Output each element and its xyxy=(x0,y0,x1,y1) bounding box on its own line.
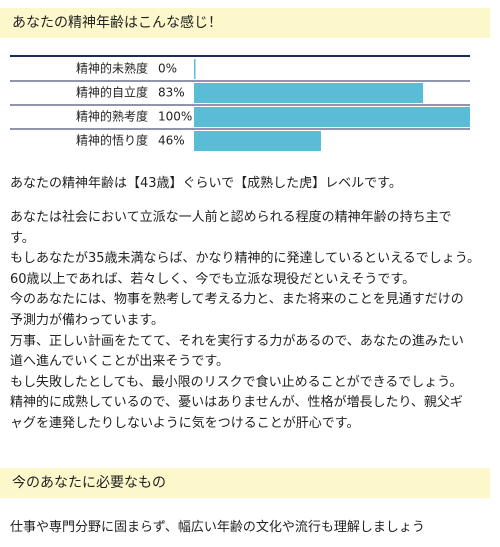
bar xyxy=(194,59,196,79)
section-title: 今のあなたに必要なもの xyxy=(0,468,490,498)
value-label: 100% xyxy=(158,110,192,124)
category-label: 精神的未熟度 xyxy=(76,61,148,76)
description: あなたは社会において立派な一人前と認められる程度の精神年齢の持ち主で す。もしあな… xyxy=(10,208,480,435)
chart: 精神的未熟度 0% 精神的自立度 83% 精神的熟考度 100% 精神的悟り度 46% xyxy=(10,55,470,151)
description-line: ャグを連発したりしないように気をつけることが肝心です。 xyxy=(10,415,360,431)
category-label: 精神的自立度 xyxy=(76,85,148,100)
description-line: 精神的に成熟しているので、憂いはありませんが、性格が増長したり、親父ギ xyxy=(10,395,463,411)
description-line: 今のあなたには、物事を熟考して考える力と、また将来のことを見通すだけの xyxy=(10,292,464,308)
description-line: もしあなたが35歳未満ならば、かなり精神的に発達しているといえるでしょう。 xyxy=(10,251,480,267)
description-line: 道へ進んでいくことが出来そうです。 xyxy=(10,354,230,370)
bar xyxy=(194,131,321,151)
value-label: 46% xyxy=(158,134,185,148)
description-line: 万事、正しい計画をたてて、それを実行する力があるので、あなたの進みたい xyxy=(10,333,464,349)
description-line: 予測力が備わっています。 xyxy=(10,312,165,328)
value-label: 0% xyxy=(158,62,177,76)
bar xyxy=(194,83,424,103)
value-label: 83% xyxy=(158,86,185,100)
section-text: 仕事や専門分野に固まらず、幅広い年齢の文化や流行も理解しましょう xyxy=(10,520,425,535)
description-line: もし失敗したとしても、最小限のリスクで食い止めることができるでしょう。 xyxy=(10,374,463,390)
category-label: 精神的悟り度 xyxy=(76,133,148,148)
description-line: す。 xyxy=(10,230,35,246)
header-title: あなたの精神年齢はこんな感じ！ xyxy=(0,8,490,38)
bar xyxy=(194,107,470,127)
category-label: 精神的熟考度 xyxy=(76,109,148,124)
result-text: あなたの精神年齢は【43歳】ぐらいで【成熟した虎】レベルです。 xyxy=(10,176,402,191)
description-line: 60歳以上であれば、若々しく、今でも立派な現役だといえそうです。 xyxy=(10,271,416,287)
description-line: あなたは社会において立派な一人前と認められる程度の精神年齢の持ち主で xyxy=(10,210,452,225)
